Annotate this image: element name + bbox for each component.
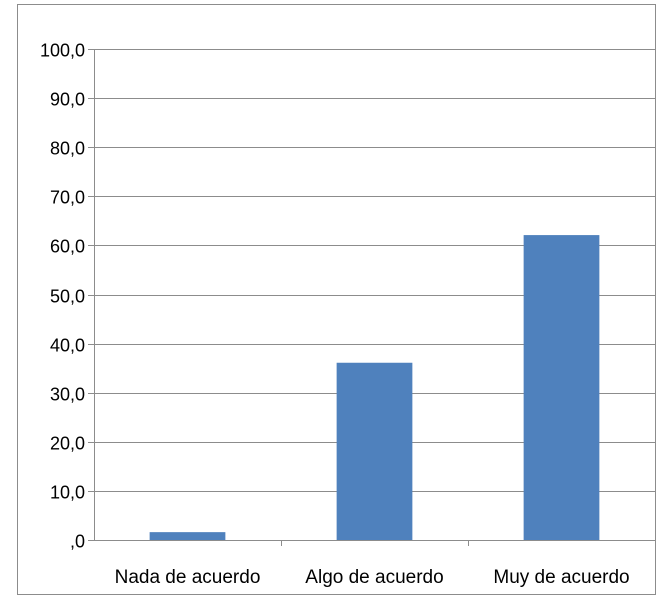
bar-1 xyxy=(149,532,226,540)
bars xyxy=(149,235,600,541)
y-tick-label: 100,0 xyxy=(40,41,85,61)
x-tick-label: Nada de acuerdo xyxy=(115,567,261,588)
y-tick-label: 10,0 xyxy=(50,483,85,503)
y-tick-label: ,0 xyxy=(70,532,85,552)
y-tick-label: 30,0 xyxy=(50,385,85,405)
y-tick-label: 70,0 xyxy=(50,188,85,208)
x-tick-label: Algo de acuerdo xyxy=(305,567,443,588)
bar-3 xyxy=(523,235,600,541)
y-tick-label: 90,0 xyxy=(50,90,85,110)
y-tick-label: 20,0 xyxy=(50,434,85,454)
bar-2 xyxy=(336,362,413,540)
axis-labels: ,0 10,0 20,0 30,0 40,0 50,0 60,0 70,0 80,0 90,0 10… xyxy=(40,41,630,589)
x-tick-label: Muy de acuerdo xyxy=(493,567,629,588)
y-tick-label: 40,0 xyxy=(50,336,85,356)
axes xyxy=(88,49,655,546)
y-tick-label: 80,0 xyxy=(50,139,85,159)
y-tick-label: 50,0 xyxy=(50,287,85,307)
y-tick-label: 60,0 xyxy=(50,237,85,257)
